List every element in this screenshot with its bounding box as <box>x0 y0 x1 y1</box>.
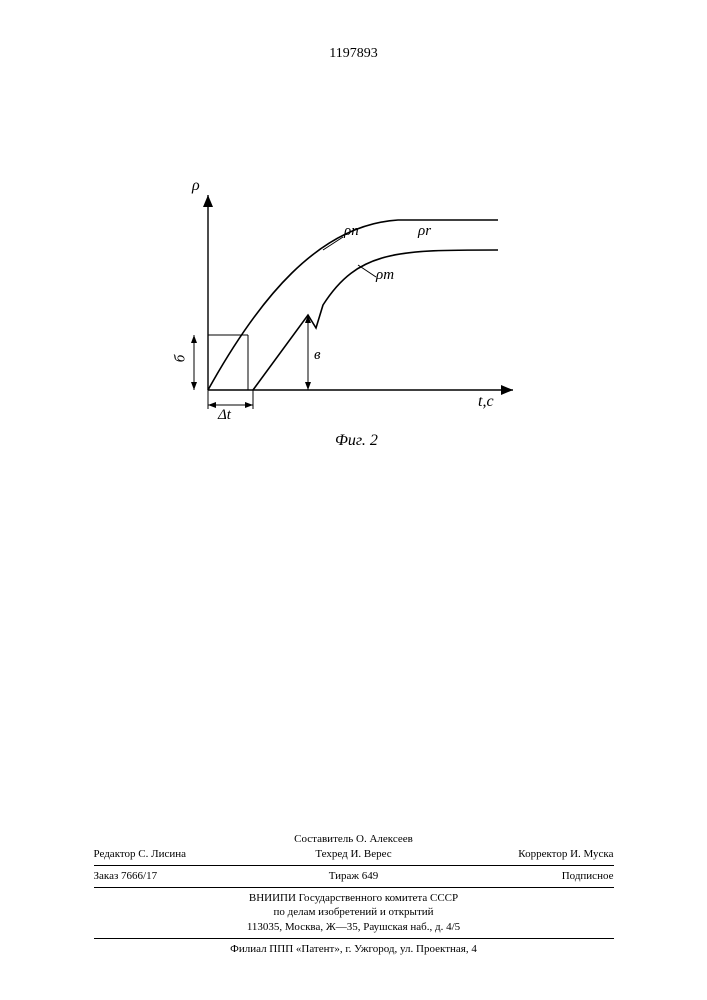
footer-compiler: Составитель О. Алексеев <box>94 832 614 847</box>
footer-techred: Техред И. Верес <box>267 847 440 862</box>
curve-label-pn: ρп <box>344 223 359 240</box>
x-axis-label: t,c <box>478 393 494 411</box>
page-number: 1197893 <box>329 46 377 62</box>
footer-print: Заказ 7666/17 Тираж 649 Подписное <box>94 869 614 884</box>
footer-addr2: Филиал ППП «Патент», г. Ужгород, ул. Про… <box>94 942 614 957</box>
dim-dt: Δt <box>218 407 231 424</box>
y-axis-label: ρ <box>192 177 200 195</box>
footer-org2: по делам изобретений и открытий <box>94 905 614 920</box>
footer-sub: Подписное <box>440 869 613 884</box>
footer-editor: Редактор С. Лисина <box>94 847 267 862</box>
figure-caption: Фиг. 2 <box>335 432 378 450</box>
curve-label-pt: ρт <box>376 267 394 284</box>
footer-rule-2 <box>94 887 614 888</box>
footer-block: Составитель О. Алексеев Редактор С. Лиси… <box>94 832 614 957</box>
dim-b1: б <box>172 355 189 363</box>
dim-b2: в <box>314 347 321 364</box>
footer-order: Заказ 7666/17 <box>94 869 267 884</box>
footer-corrector: Корректор И. Муска <box>440 847 613 862</box>
curve-label-pr: ρr <box>418 223 431 240</box>
chart: ρ t,c ρп ρr ρт б в Δt <box>168 195 528 435</box>
footer-org1: ВНИИПИ Государственного комитета СССР <box>94 891 614 906</box>
footer-rule-1 <box>94 865 614 866</box>
footer-tirazh: Тираж 649 <box>267 869 440 884</box>
footer-credits: Редактор С. Лисина Техред И. Верес Корре… <box>94 847 614 862</box>
footer-addr1: 113035, Москва, Ж—35, Раушская наб., д. … <box>94 920 614 935</box>
footer-rule-3 <box>94 938 614 939</box>
